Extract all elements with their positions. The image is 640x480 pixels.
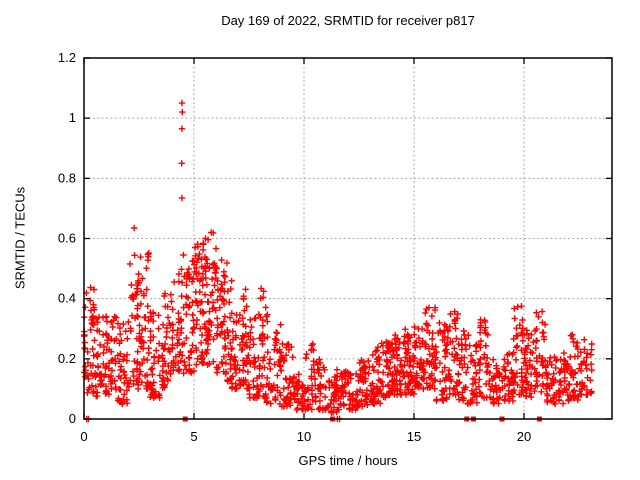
y-tick-label: 0.4 (58, 291, 76, 306)
chart-title: Day 169 of 2022, SRMTID for receiver p81… (221, 13, 475, 28)
x-tick-label: 20 (517, 429, 531, 444)
y-tick-label: 0 (69, 411, 76, 426)
y-tick-label: 1.2 (58, 50, 76, 65)
y-tick-label: 0.8 (58, 170, 76, 185)
y-tick-label: 0.2 (58, 351, 76, 366)
x-tick-label: 15 (407, 429, 421, 444)
x-tick-label: 5 (190, 429, 197, 444)
y-tick-label: 0.6 (58, 231, 76, 246)
y-tick-label: 1 (69, 110, 76, 125)
x-axis-label: GPS time / hours (298, 453, 398, 468)
x-tick-label: 0 (80, 429, 87, 444)
data-point-markers (80, 99, 595, 423)
x-tick-label: 10 (297, 429, 311, 444)
